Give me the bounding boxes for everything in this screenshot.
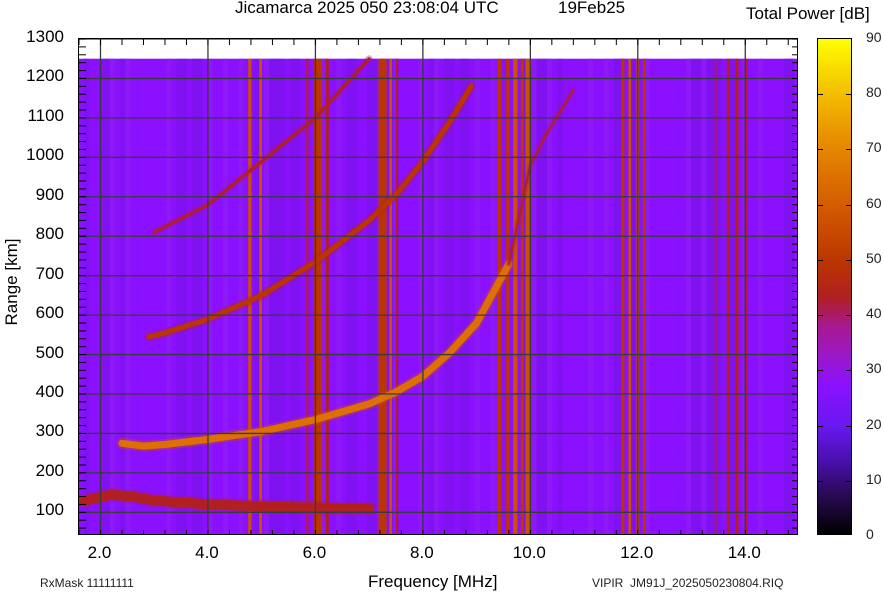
y-tick-label: 1200	[26, 66, 64, 86]
interference-band	[396, 58, 399, 534]
colorbar-tick-label: 60	[866, 194, 882, 211]
y-tick-label: 600	[35, 303, 64, 323]
x-tick-label: 8.0	[410, 543, 434, 562]
y-tick-label: 700	[35, 263, 64, 283]
y-tick-label: 1100	[27, 105, 64, 125]
rxmask-label: RxMask 11111111	[40, 576, 134, 590]
colorbar-tick-label: 20	[866, 415, 882, 432]
interference-band	[621, 58, 625, 534]
chart-date: 19Feb25	[558, 0, 626, 17]
x-tick-label: 12.0	[620, 543, 654, 562]
interference-band	[306, 58, 309, 534]
interference-band	[745, 58, 748, 534]
y-tick-label: 900	[35, 184, 64, 204]
y-tick-label: 200	[35, 460, 64, 480]
x-axis-label: Frequency [MHz]	[368, 572, 498, 591]
y-tick-label: 1300	[26, 27, 64, 46]
y-tick-label: 300	[35, 421, 64, 441]
x-tick-label: 6.0	[302, 543, 327, 562]
ionogram-plot	[78, 38, 798, 535]
colorbar-tick-label: 50	[866, 249, 882, 266]
colorbar-tick-label: 10	[866, 470, 882, 487]
echo-trace	[79, 489, 375, 514]
echo-trace	[118, 260, 513, 450]
x-tick-label: 14.0	[727, 543, 761, 562]
interference-band	[726, 58, 730, 534]
interference-band	[513, 58, 518, 534]
interference-band	[714, 58, 717, 534]
y-tick-label: 400	[35, 382, 64, 401]
echo-trace	[146, 83, 474, 340]
colorbar-tick-label: 70	[866, 139, 882, 156]
interference-band	[314, 58, 323, 534]
colorbar	[817, 38, 852, 535]
interference-band	[525, 58, 530, 534]
interference-band	[325, 58, 329, 534]
colorbar-title: Total Power [dB]	[746, 4, 870, 23]
interference-band	[497, 58, 502, 534]
interference-band	[378, 58, 387, 534]
x-tick-label: 4.0	[195, 543, 219, 562]
x-tick-label: 2.0	[87, 543, 112, 562]
interference-band	[735, 58, 739, 534]
interference-band	[248, 58, 252, 534]
y-tick-label: 1000	[26, 145, 64, 165]
y-axis-label: Range [km]	[2, 238, 21, 326]
colorbar-tick-label: 0	[866, 526, 874, 542]
colorbar-tick-label: 40	[866, 305, 882, 322]
interference-band	[628, 58, 632, 534]
interference-band	[642, 58, 646, 534]
colorbar-tick-label: 80	[866, 84, 882, 101]
echo-trace	[507, 89, 575, 265]
interference-band	[389, 58, 392, 534]
file-label: VIPIR JM91J_2025050230804.RIQ	[592, 576, 784, 590]
interference-band	[520, 58, 524, 534]
colorbar-tick-label: 90	[866, 29, 882, 45]
y-tick-label: 100	[35, 500, 64, 520]
colorbar-tick-label: 30	[866, 360, 882, 377]
interference-band	[506, 58, 510, 534]
x-tick-label: 10.0	[512, 543, 546, 562]
ionogram-heatmap	[79, 39, 797, 534]
chart-title: Jicamarca 2025 050 23:08:04 UTC	[235, 0, 499, 17]
y-tick-label: 500	[35, 342, 64, 362]
y-tick-label: 800	[35, 224, 64, 244]
